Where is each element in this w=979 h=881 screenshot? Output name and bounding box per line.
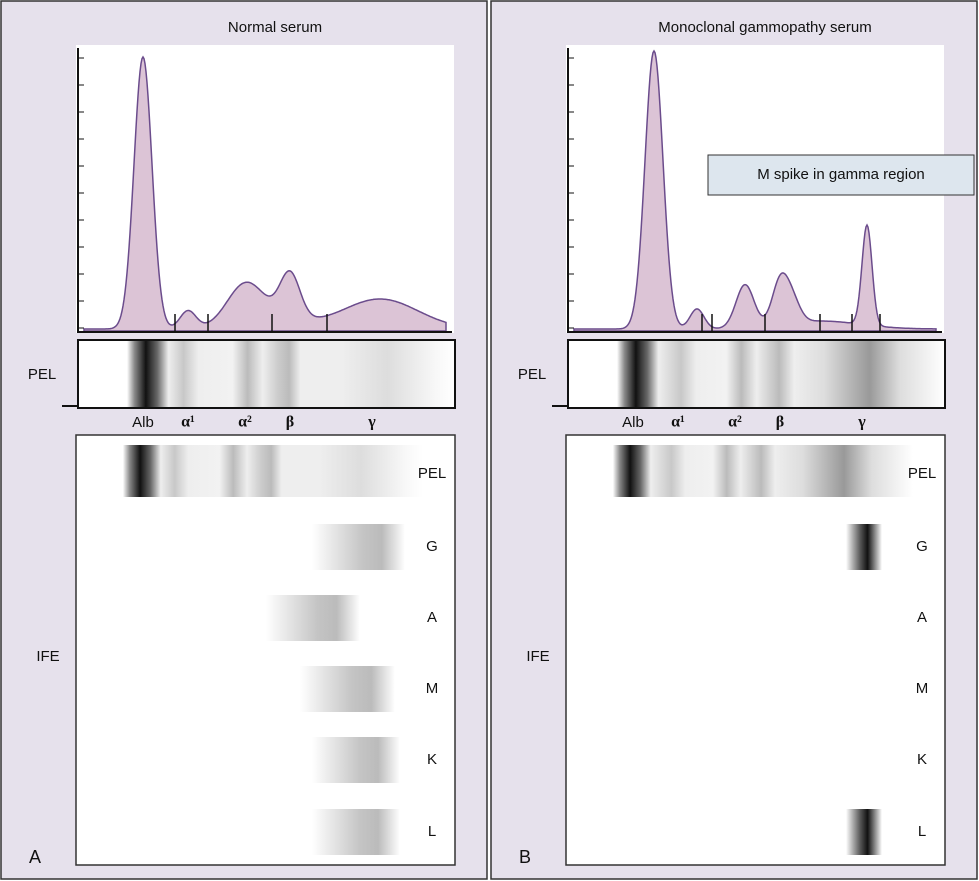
ife-box [76, 435, 455, 865]
panel-letter: B [519, 847, 531, 867]
panel: Monoclonal gammopathy serum M spike in ga… [491, 1, 977, 879]
strip-label: PEL [518, 366, 546, 383]
ife-row-label: G [426, 538, 438, 555]
ife-band [312, 737, 400, 783]
ife-box [566, 435, 945, 865]
ife-pel-band [78, 445, 423, 497]
fraction-label frac: α¹ [671, 414, 685, 431]
ife-pel-band [568, 445, 913, 497]
ife-row-label: A [427, 609, 437, 626]
ife-band [846, 809, 882, 855]
ife-row-label: G [916, 538, 928, 555]
fraction-label frac: β [776, 414, 784, 431]
ife-row-label: PEL [418, 465, 446, 482]
ife-band [266, 595, 360, 641]
pel-strip [78, 340, 455, 408]
ife-row-label: L [428, 823, 436, 840]
ife-row-label: A [917, 609, 927, 626]
panel-title: Monoclonal gammopathy serum [658, 19, 871, 36]
ife-row-label: L [918, 823, 926, 840]
pel-strip [568, 340, 945, 408]
ife-label: IFE [526, 648, 549, 665]
ife-row-label: K [427, 751, 437, 768]
ife-row-label: M [426, 680, 439, 697]
ife-band [846, 524, 882, 570]
ife-row-label: M [916, 680, 929, 697]
fraction-label frac: α² [728, 414, 742, 431]
fraction-label frac: α¹ [181, 414, 195, 431]
panel-title: Normal serum [228, 19, 322, 36]
annotation: M spike in gamma region [757, 166, 925, 183]
panel-letter: A [29, 847, 41, 867]
fraction-label: Alb [622, 414, 644, 431]
ife-band [300, 666, 395, 712]
fraction-label frac: β [286, 414, 294, 431]
ife-label: IFE [36, 648, 59, 665]
strip-label: PEL [28, 366, 56, 383]
ife-row-label: PEL [908, 465, 936, 482]
fraction-label: Alb [132, 414, 154, 431]
figure: Normal serumPELAlbα¹α²βγPELGAMKLIFEAMono… [0, 0, 979, 881]
ife-band [312, 524, 405, 570]
fraction-label frac: α² [238, 414, 252, 431]
panel: Normal serum PEL Alb α¹ α² β γ PEL G A M K L IFE A [1, 1, 487, 879]
ife-band [312, 809, 400, 855]
ife-row-label: K [917, 751, 927, 768]
fraction-label frac: γ [367, 414, 376, 431]
fraction-label frac: γ [857, 414, 866, 431]
